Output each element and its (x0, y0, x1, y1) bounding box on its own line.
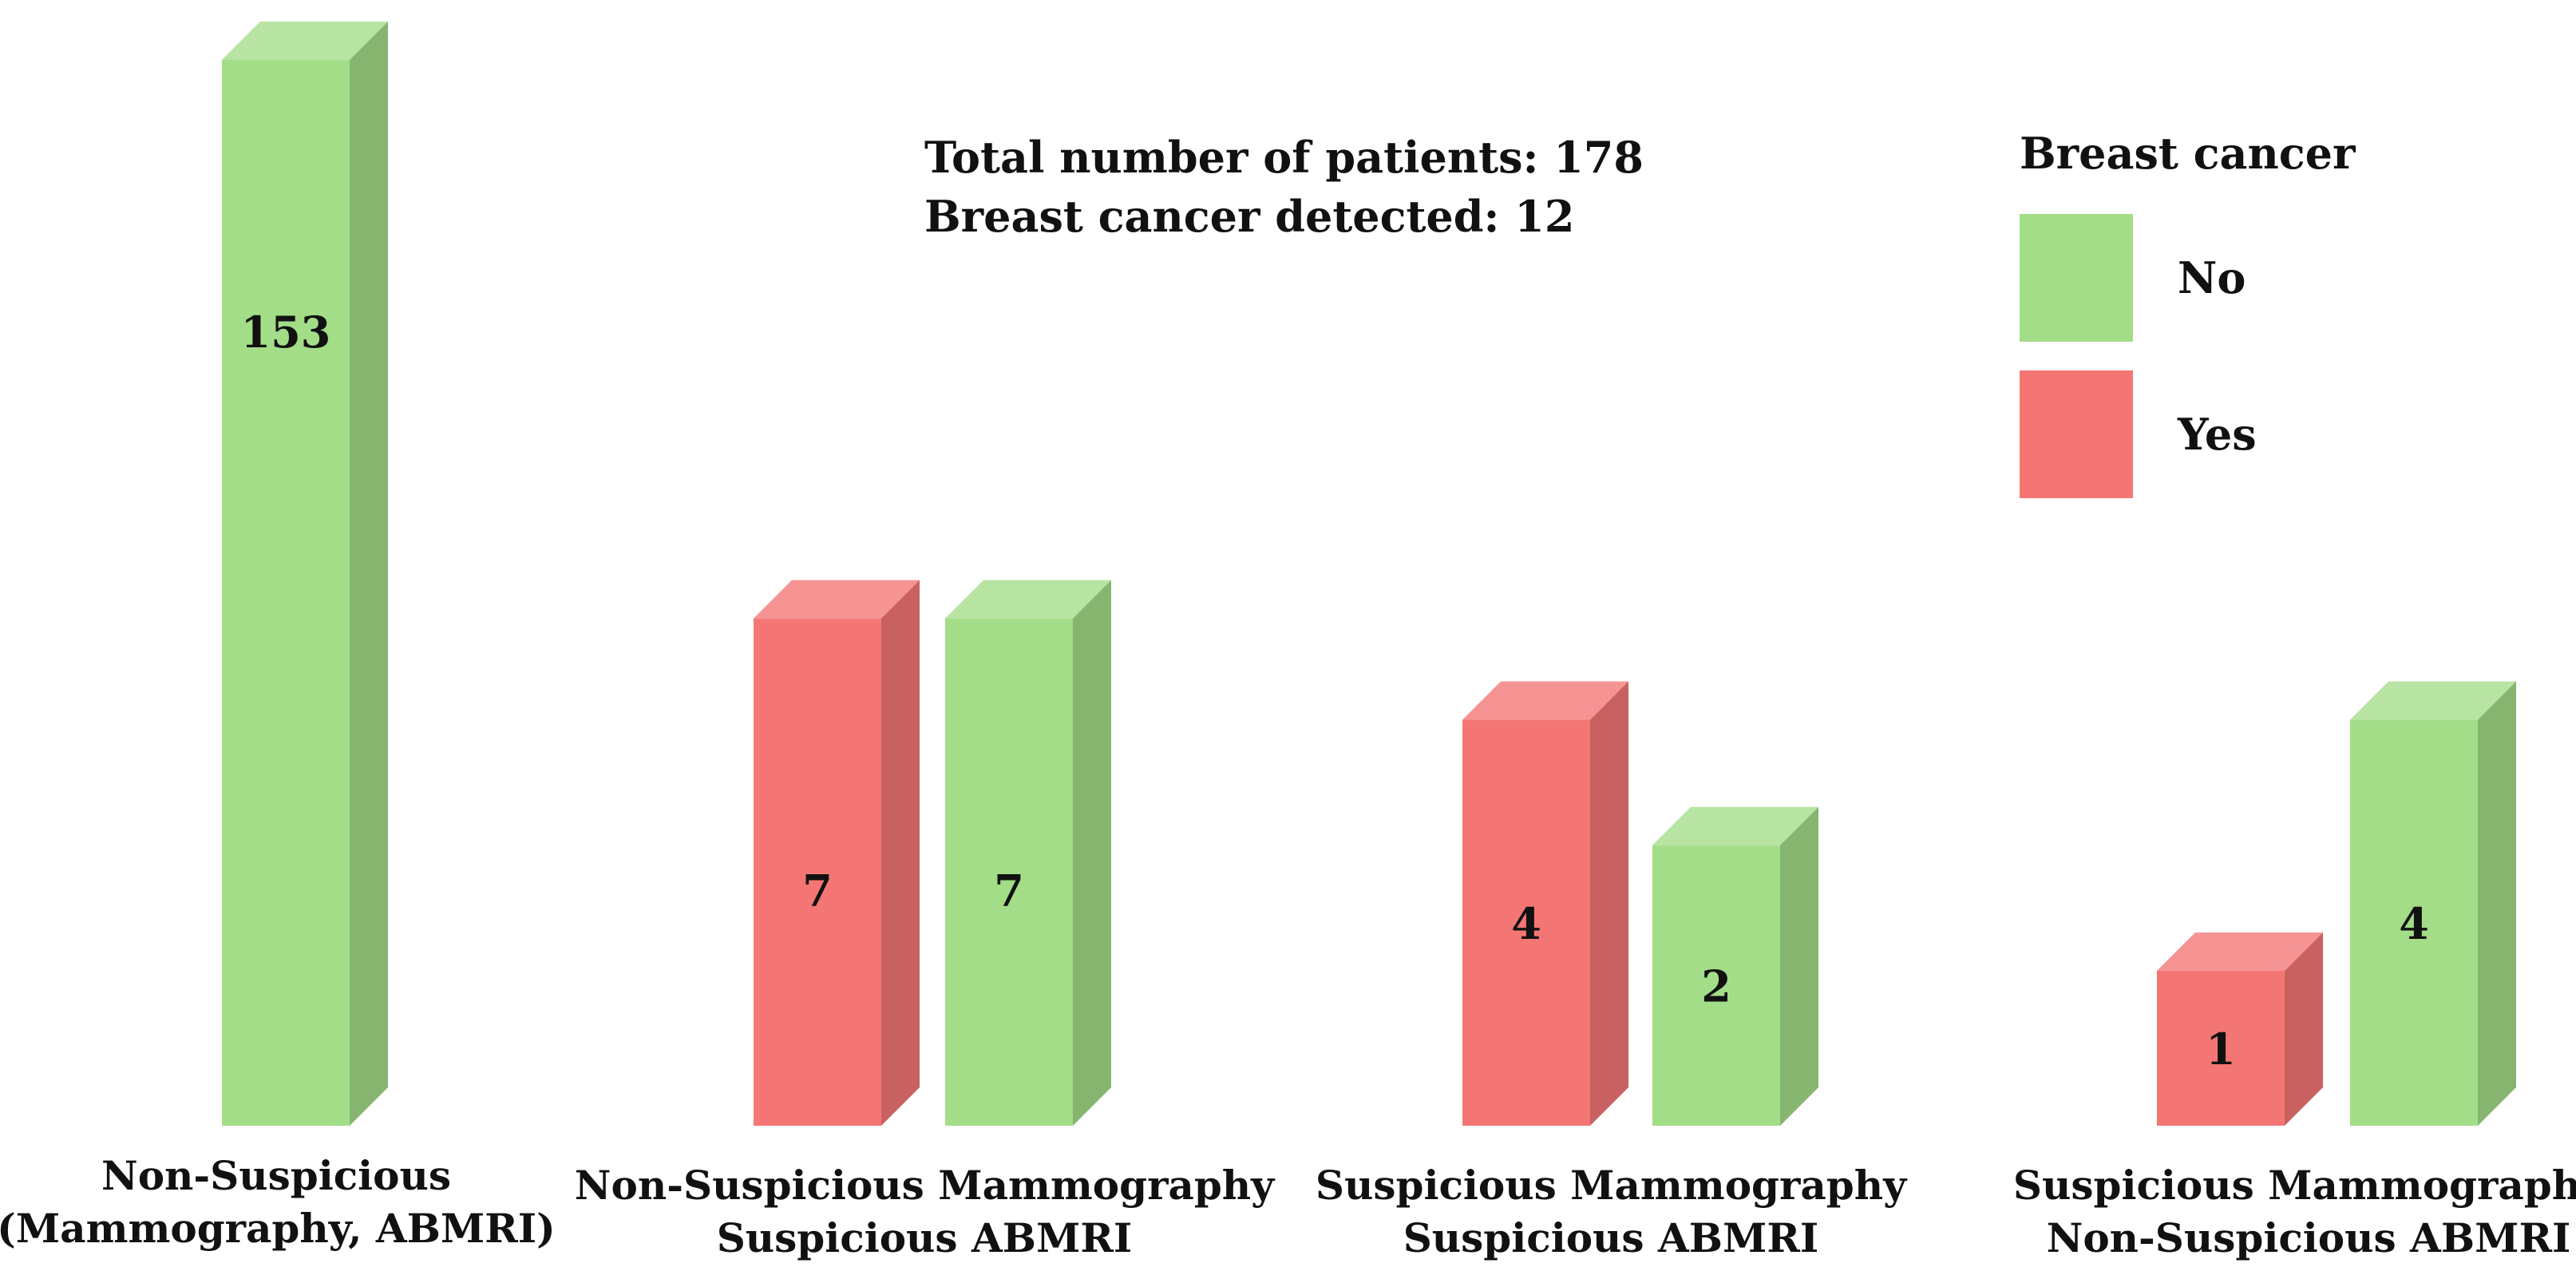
bar-no-cat2: 7 (945, 580, 1111, 1126)
bar-top-face (1652, 806, 1818, 845)
legend-item-no: No (2020, 214, 2355, 342)
bar-top-face (754, 580, 920, 619)
bar-side-face (2478, 681, 2516, 1126)
bar-front-face (945, 618, 1073, 1126)
bar-front-face (2157, 971, 2285, 1126)
legend-item-yes: Yes (2020, 370, 2355, 498)
data-label-no-cat4: 4 (2399, 898, 2429, 949)
bar-no-cat3: 2 (1652, 806, 1818, 1126)
bar-front-face (1462, 719, 1590, 1126)
bar-top-face (222, 22, 388, 60)
bar-yes-cat3: 4 (1462, 681, 1628, 1126)
legend-label-no: No (2178, 252, 2246, 303)
data-label-yes-cat4: 1 (2206, 1024, 2236, 1075)
cancer-detected-text: Breast cancer detected: 12 (924, 191, 1575, 242)
category-label-4: Suspicious Mammography Non-Suspicious AB… (2012, 1162, 2576, 1261)
summary-annotation: Total number of patients: 178 Breast can… (924, 128, 1644, 246)
bar-yes-cat4: 1 (2157, 932, 2323, 1126)
bar-top-face (945, 580, 1111, 619)
bar-top-face (2157, 932, 2323, 971)
bar-side-face (1590, 681, 1628, 1126)
bar-front-face (1652, 845, 1780, 1126)
category-label-3: Suspicious Mammography Suspicious ABMRI (1315, 1162, 1907, 1261)
total-patients-text: Total number of patients: 178 (924, 132, 1644, 183)
bar-front-face (2350, 719, 2478, 1126)
bar-top-face (1462, 681, 1628, 720)
legend-swatch-yes (2020, 370, 2133, 498)
data-label-no-cat1: 153 (241, 307, 331, 358)
bar-front-face (222, 60, 350, 1126)
legend-swatch-no (2020, 214, 2133, 342)
bar-side-face (350, 22, 388, 1126)
data-label-yes-cat3: 4 (1511, 898, 1541, 949)
bar-side-face (2285, 932, 2323, 1126)
bar-front-face (754, 618, 881, 1126)
bar-side-face (881, 580, 920, 1126)
data-label-yes-cat2: 7 (802, 865, 833, 917)
category-label-2: Non-Suspicious Mammography Suspicious AB… (574, 1162, 1275, 1261)
bar-no-cat1: 153 (222, 22, 388, 1126)
bar-side-face (1780, 806, 1818, 1126)
legend-title: Breast cancer (2020, 128, 2356, 179)
legend-label-yes: Yes (2178, 409, 2257, 460)
bar-yes-cat2: 7 (754, 580, 920, 1126)
data-label-no-cat2: 7 (994, 865, 1024, 917)
data-label-no-cat3: 2 (1701, 960, 1731, 1012)
bar-top-face (2350, 681, 2516, 720)
bar-side-face (1073, 580, 1111, 1126)
bar-no-cat4: 4 (2350, 681, 2516, 1126)
category-label-1: Non-Suspicious (Mammography, ABMRI) (0, 1152, 556, 1252)
